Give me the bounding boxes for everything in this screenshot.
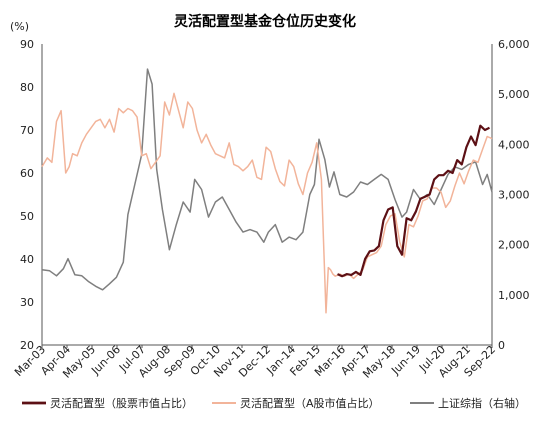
y-left-tick-label: 90 — [20, 38, 34, 51]
chart-title: 灵活配置型基金仓位历史变化 — [174, 13, 356, 30]
x-axis: Mar-03Apr-04May-05Jun-06Jul-07Aug-08Sep-… — [12, 343, 498, 381]
y-right-tick-label: 3,000 — [498, 189, 530, 202]
y-right-tick-label: 6,000 — [498, 38, 530, 51]
legend-label-0: 灵活配置型（股票市值占比） — [50, 396, 193, 410]
y-axis-left: 20 30 40 50 60 70 80 90 — [20, 38, 43, 352]
series-line-1 — [41, 92, 493, 314]
y-right-tick-label: 2,000 — [498, 239, 530, 252]
y-left-tick-label: 60 — [20, 167, 34, 180]
y-left-tick-label: 80 — [20, 81, 34, 94]
y-right-tick-label: 5,000 — [498, 88, 530, 101]
series-line-0 — [337, 124, 490, 278]
y-left-tick-label: 30 — [20, 296, 34, 309]
series-group — [41, 68, 493, 314]
y-right-tick-label: 1,000 — [498, 289, 530, 302]
y-left-tick-label: 70 — [20, 124, 34, 137]
y-left-tick-label: 20 — [20, 339, 34, 352]
left-axis-unit: (%) — [10, 20, 29, 33]
series-line-2 — [41, 68, 493, 291]
legend-label-2: 上证综指（右轴） — [438, 396, 526, 410]
y-right-tick-label: 0 — [498, 339, 505, 352]
y-left-tick-label: 50 — [20, 210, 34, 223]
legend-label-1: 灵活配置型（A股市值占比） — [240, 396, 380, 410]
y-left-tick-label: 40 — [20, 253, 34, 266]
legend: 灵活配置型（股票市值占比） 灵活配置型（A股市值占比） 上证综指（右轴） — [22, 396, 526, 410]
y-right-tick-label: 4,000 — [498, 138, 530, 151]
y-axis-right: 0 1,000 2,000 3,000 4,000 5,000 6,000 — [491, 38, 530, 352]
